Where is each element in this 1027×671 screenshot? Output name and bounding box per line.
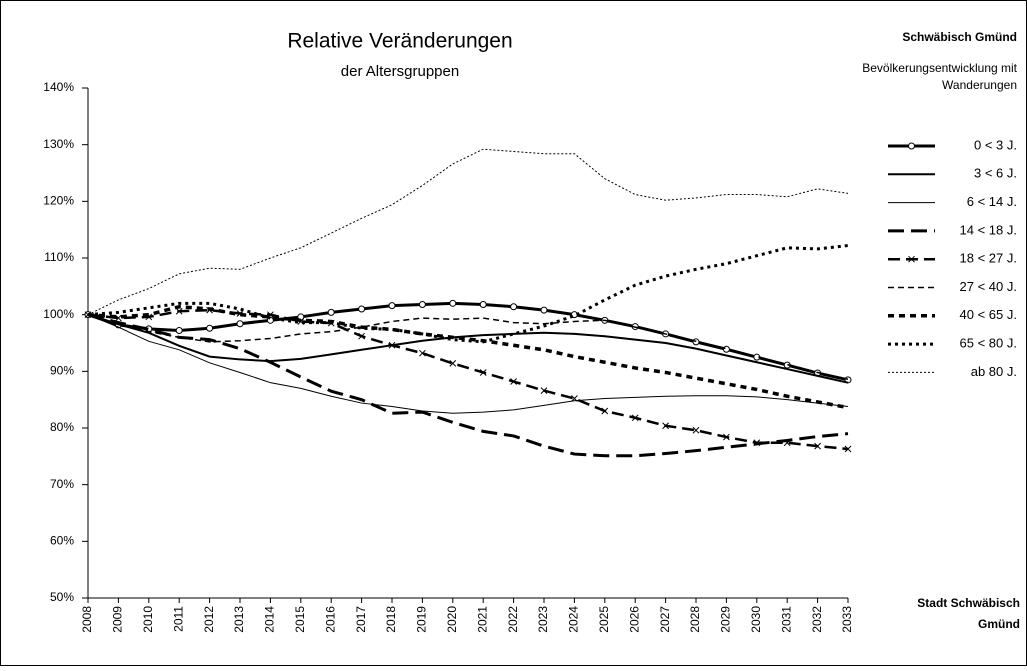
x-tick-label: 2023 (536, 606, 550, 633)
marker (236, 320, 244, 328)
marker (723, 433, 730, 441)
x-tick-label: 2026 (627, 606, 641, 633)
x-tick-label: 2012 (202, 606, 216, 633)
y-tick-label: 90% (50, 364, 74, 378)
legend-label: 0 < 3 J. (974, 137, 1017, 152)
marker (631, 414, 639, 422)
marker (358, 332, 365, 340)
marker (449, 299, 457, 307)
annotation: Bevölkerungsentwicklung mit (862, 61, 1017, 75)
legend-label: 14 < 18 J. (960, 222, 1017, 237)
marker (753, 439, 761, 447)
marker (722, 345, 730, 353)
x-tick-label: 2030 (749, 606, 763, 633)
marker (540, 306, 548, 314)
x-tick-label: 2019 (415, 606, 429, 633)
y-tick-label: 70% (50, 477, 74, 491)
y-tick-label: 110% (44, 250, 74, 264)
x-tick-label: 2020 (445, 606, 459, 633)
marker (175, 307, 183, 315)
legend-label: ab 80 J. (971, 364, 1017, 379)
x-tick-label: 2016 (323, 606, 337, 633)
legend-label: 6 < 14 J. (967, 194, 1017, 209)
x-tick-label: 2032 (810, 606, 824, 633)
marker (206, 324, 214, 332)
y-tick-label: 50% (50, 590, 74, 604)
marker (692, 426, 700, 434)
marker (510, 303, 518, 311)
y-tick-label: 60% (50, 534, 74, 548)
marker (449, 360, 457, 367)
x-tick-label: 2018 (384, 606, 398, 633)
series-line (87, 148, 849, 316)
chart-title: Relative Veränderungen (287, 30, 512, 53)
series-line (87, 313, 849, 380)
x-tick-label: 2025 (597, 606, 611, 633)
annotation: Stadt Schwäbisch (917, 596, 1020, 610)
x-tick-label: 2027 (658, 606, 672, 633)
marker (510, 378, 517, 385)
x-tick-label: 2008 (80, 606, 94, 633)
legend-marker (908, 142, 915, 150)
marker (419, 349, 426, 357)
marker (115, 314, 122, 322)
y-tick-label: 130% (43, 137, 74, 151)
x-tick-label: 2017 (354, 606, 368, 633)
y-tick-label: 140% (43, 80, 74, 94)
legend-label: 27 < 40 J. (960, 279, 1017, 294)
x-tick-label: 2011 (171, 606, 185, 632)
x-tick-label: 2022 (506, 606, 520, 633)
annotation: Schwäbisch Gmünd (902, 30, 1017, 44)
legend-label: 18 < 27 J. (960, 251, 1017, 266)
x-tick-label: 2028 (688, 606, 702, 633)
chart-subtitle: der Altersgruppen (341, 63, 459, 80)
legend-label: 3 < 6 J. (974, 166, 1017, 181)
series-line (87, 304, 849, 410)
marker (540, 387, 548, 394)
series-line (87, 308, 849, 451)
x-tick-label: 2009 (111, 606, 125, 633)
legend-marker (908, 255, 915, 263)
series-line (87, 313, 849, 384)
x-tick-label: 2014 (263, 606, 277, 633)
y-tick-label: 80% (50, 420, 74, 434)
x-tick-label: 2024 (567, 606, 581, 633)
marker (601, 407, 609, 415)
marker (479, 369, 487, 376)
marker (327, 308, 335, 316)
marker (388, 341, 396, 349)
marker (358, 305, 366, 313)
y-tick-label: 100% (43, 307, 74, 321)
marker (783, 439, 791, 447)
legend-label: 65 < 80 J. (960, 336, 1017, 351)
x-tick-label: 2029 (719, 606, 733, 633)
y-tick-label: 120% (43, 194, 74, 208)
x-tick-label: 2021 (475, 606, 489, 633)
marker (662, 422, 669, 430)
marker (814, 442, 821, 450)
marker (418, 300, 426, 308)
annotation: Wanderungen (942, 78, 1017, 92)
series-line (87, 244, 849, 344)
marker (175, 327, 183, 335)
x-tick-label: 2013 (232, 606, 246, 633)
x-tick-label: 2033 (840, 606, 854, 633)
marker (388, 302, 396, 310)
marker (571, 395, 578, 402)
x-tick-label: 2010 (141, 606, 155, 633)
series-line (87, 313, 849, 458)
annotation: Gmünd (978, 617, 1020, 631)
series-line (87, 314, 849, 414)
marker (479, 300, 487, 308)
x-tick-label: 2015 (293, 606, 307, 633)
x-tick-label: 2031 (779, 606, 793, 633)
legend-label: 40 < 65 J. (960, 307, 1017, 322)
marker (844, 445, 852, 453)
